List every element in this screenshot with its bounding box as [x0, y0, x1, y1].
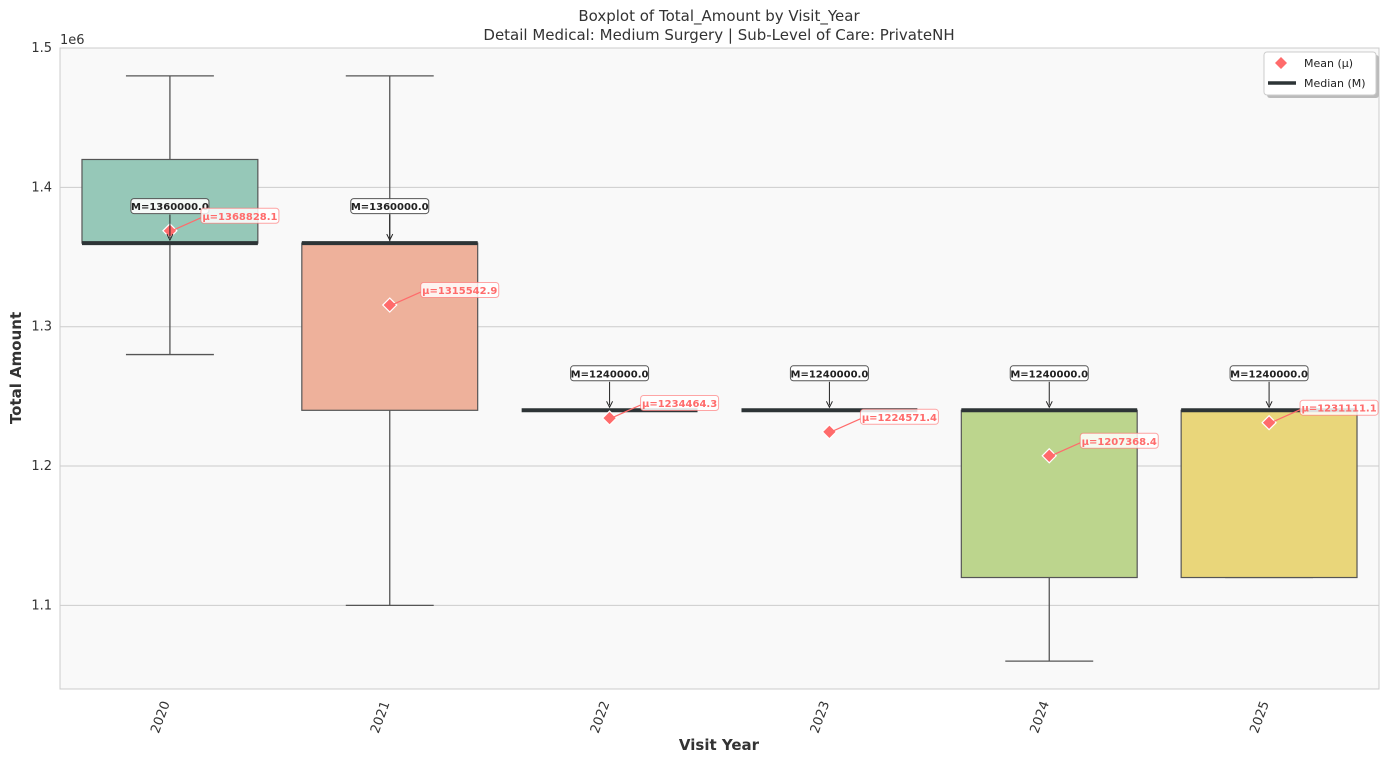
median-arrow-head: [606, 401, 614, 409]
annotation-layer: M=1360000.0μ=1368828.1M=1360000.0μ=13155…: [130, 198, 1379, 456]
median-arrow-head: [1045, 401, 1053, 409]
mean-arrow: [173, 217, 202, 231]
box-2021: [301, 75, 479, 607]
plot-area: [59, 47, 1380, 690]
mean-arrow: [1053, 442, 1081, 456]
mean-arrow: [1272, 409, 1301, 423]
y-tick-label: 1.1: [31, 598, 52, 613]
median-label-box: [130, 198, 210, 215]
median-arrow-head: [166, 233, 174, 242]
chart-title: Boxplot of Total_Amount by Visit_Year: [578, 7, 860, 26]
mean-arrow: [613, 404, 641, 418]
mean-label-box: [1299, 399, 1379, 416]
y-axis-label: Total Amount: [7, 312, 25, 424]
mean-label-box: [420, 282, 500, 299]
mean-label: μ=1234464.3: [642, 399, 717, 410]
y-tick-label: 1.2: [31, 459, 52, 474]
legend-median-label: Median (M): [1304, 77, 1366, 90]
y-tick-label: 1.3: [31, 320, 52, 335]
mean-marker: [601, 410, 618, 426]
chart-subtitle: Detail Medical: Medium Surgery | Sub-Lev…: [483, 26, 954, 44]
mean-marker: [1261, 414, 1277, 431]
median-arrow-head: [386, 233, 394, 242]
median-label: M=1240000.0: [1230, 369, 1308, 380]
mean-arrow: [833, 418, 861, 432]
mean-marker: [1041, 447, 1058, 464]
box-layer: [81, 75, 1358, 662]
box-rect: [1180, 409, 1358, 579]
median-label: M=1240000.0: [1010, 369, 1088, 380]
box-rect: [301, 242, 479, 411]
mean-label-box: [640, 395, 720, 412]
y-tick-label: 1.5: [31, 41, 52, 56]
median-label: M=1360000.0: [131, 202, 209, 213]
median-label-box: [789, 365, 869, 382]
mean-label: μ=1224571.4: [862, 413, 937, 424]
mean-label: μ=1368828.1: [202, 212, 277, 223]
legend-mean-label: Mean (μ): [1304, 57, 1353, 70]
median-arrow-head: [1265, 401, 1273, 409]
median-label-box: [350, 198, 430, 215]
mean-label: μ=1315542.9: [422, 286, 497, 297]
mean-label-box: [200, 207, 280, 224]
mean-label: μ=1207368.4: [1082, 437, 1157, 448]
median-arrow-head: [825, 401, 833, 409]
legend: Mean (μ) Median (M): [1263, 51, 1379, 98]
mean-label: μ=1231111.1: [1301, 404, 1376, 415]
median-label-box: [1229, 365, 1309, 382]
y-offset-label: 1e6: [60, 33, 85, 48]
mean-label-box: [1079, 432, 1159, 449]
median-label-box: [570, 365, 650, 382]
legend-mean-marker: [1275, 57, 1287, 69]
box-2025: [1180, 408, 1358, 579]
median-label: M=1360000.0: [351, 202, 429, 213]
mean-arrow: [393, 291, 421, 305]
y-tick-label: 1.4: [31, 180, 52, 195]
grid-lines: [60, 47, 1379, 606]
median-label: M=1240000.0: [791, 369, 869, 380]
mean-label-box: [859, 408, 939, 425]
median-label: M=1240000.0: [571, 369, 649, 380]
mean-marker: [381, 297, 398, 313]
x-axis-label: Visit Year: [679, 736, 760, 754]
median-label-box: [1009, 365, 1089, 382]
mean-marker: [821, 423, 838, 440]
